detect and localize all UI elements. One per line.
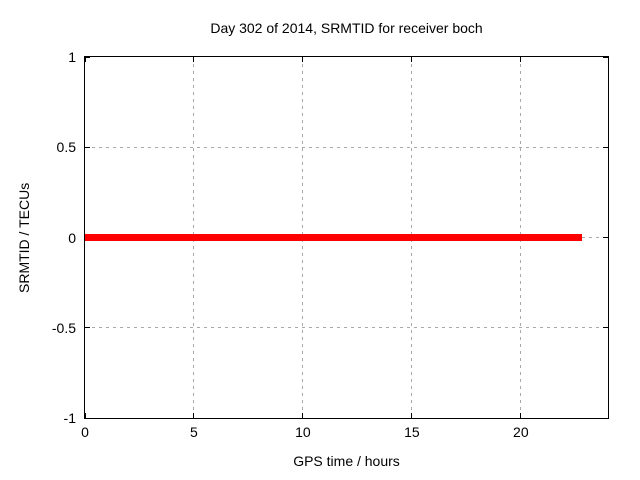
y-tick-label: 0.5 (56, 139, 76, 156)
plot-area (84, 56, 609, 419)
gridline-y--0.5 (85, 327, 608, 329)
x-tick-mark-bottom (411, 413, 413, 418)
chart-title: Day 302 of 2014, SRMTID for receiver boc… (210, 20, 483, 36)
x-axis-label: GPS time / hours (293, 453, 400, 469)
x-tick-label: 5 (190, 424, 198, 440)
y-tick-mark-left (85, 417, 90, 419)
x-tick-mark-bottom (302, 413, 304, 418)
series-line-srmtid (85, 234, 582, 241)
x-tick-mark-top (411, 57, 413, 62)
y-tick-mark-right (603, 146, 608, 148)
x-tick-mark-top (193, 57, 195, 62)
x-tick-label: 0 (81, 424, 89, 440)
y-tick-label: 1 (68, 49, 76, 65)
y-tick-mark-right (603, 237, 608, 238)
y-tick-label: -0.5 (51, 319, 76, 336)
y-tick-label: 0 (68, 229, 76, 246)
x-tick-mark-top (302, 57, 304, 62)
gridline-y-0.5 (85, 146, 608, 148)
y-tick-mark-left (85, 56, 90, 58)
x-tick-label: 15 (404, 424, 420, 440)
x-tick-label: 20 (513, 424, 529, 440)
y-tick-mark-left (85, 146, 90, 148)
x-tick-mark-top (84, 57, 86, 62)
y-tick-label: -1 (63, 410, 76, 426)
x-tick-mark-bottom (193, 413, 195, 418)
y-tick-mark-right (603, 327, 608, 329)
y-tick-mark-right (603, 417, 608, 419)
y-tick-mark-right (603, 56, 608, 58)
y-tick-mark-left (85, 327, 90, 329)
x-tick-mark-top (520, 57, 522, 62)
x-tick-label: 10 (295, 424, 311, 440)
x-tick-mark-bottom (84, 413, 86, 418)
x-tick-mark-bottom (520, 413, 522, 418)
